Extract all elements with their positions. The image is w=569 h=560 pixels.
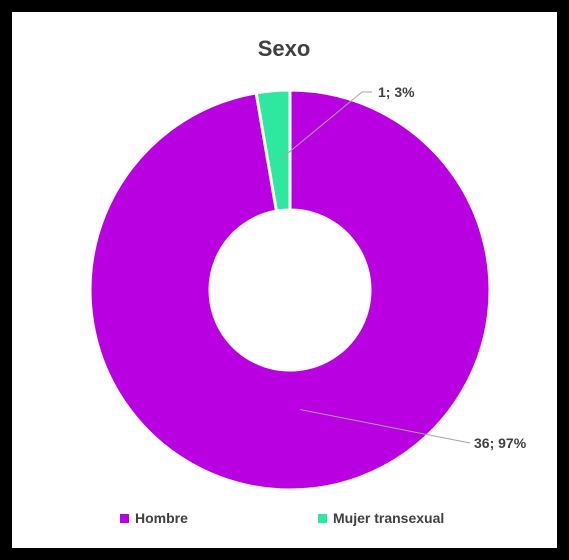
legend: Hombre Mujer transexual: [120, 510, 444, 526]
legend-item-hombre: Hombre: [120, 510, 188, 526]
leader-lines: [278, 91, 471, 444]
legend-label-mujer-transexual: Mujer transexual: [333, 510, 444, 526]
legend-swatch-mujer-transexual: [318, 514, 327, 523]
slice-hombre: [88, 88, 492, 492]
leader-line-hombre: [300, 409, 471, 444]
data-label-mujer-transexual: 1; 3%: [378, 84, 415, 100]
legend-swatch-hombre: [120, 514, 129, 523]
chart-title: Sexo: [258, 36, 311, 61]
legend-item-mujer-transexual: Mujer transexual: [318, 510, 444, 526]
legend-label-hombre: Hombre: [135, 510, 188, 526]
data-labels: 36; 97% 1; 3%: [378, 84, 527, 451]
data-label-hombre: 36; 97%: [474, 435, 527, 451]
donut-slices: [88, 88, 492, 492]
slice-mujer-transexual: [254, 88, 292, 213]
leader-line-mujer-transexual: [278, 91, 372, 161]
